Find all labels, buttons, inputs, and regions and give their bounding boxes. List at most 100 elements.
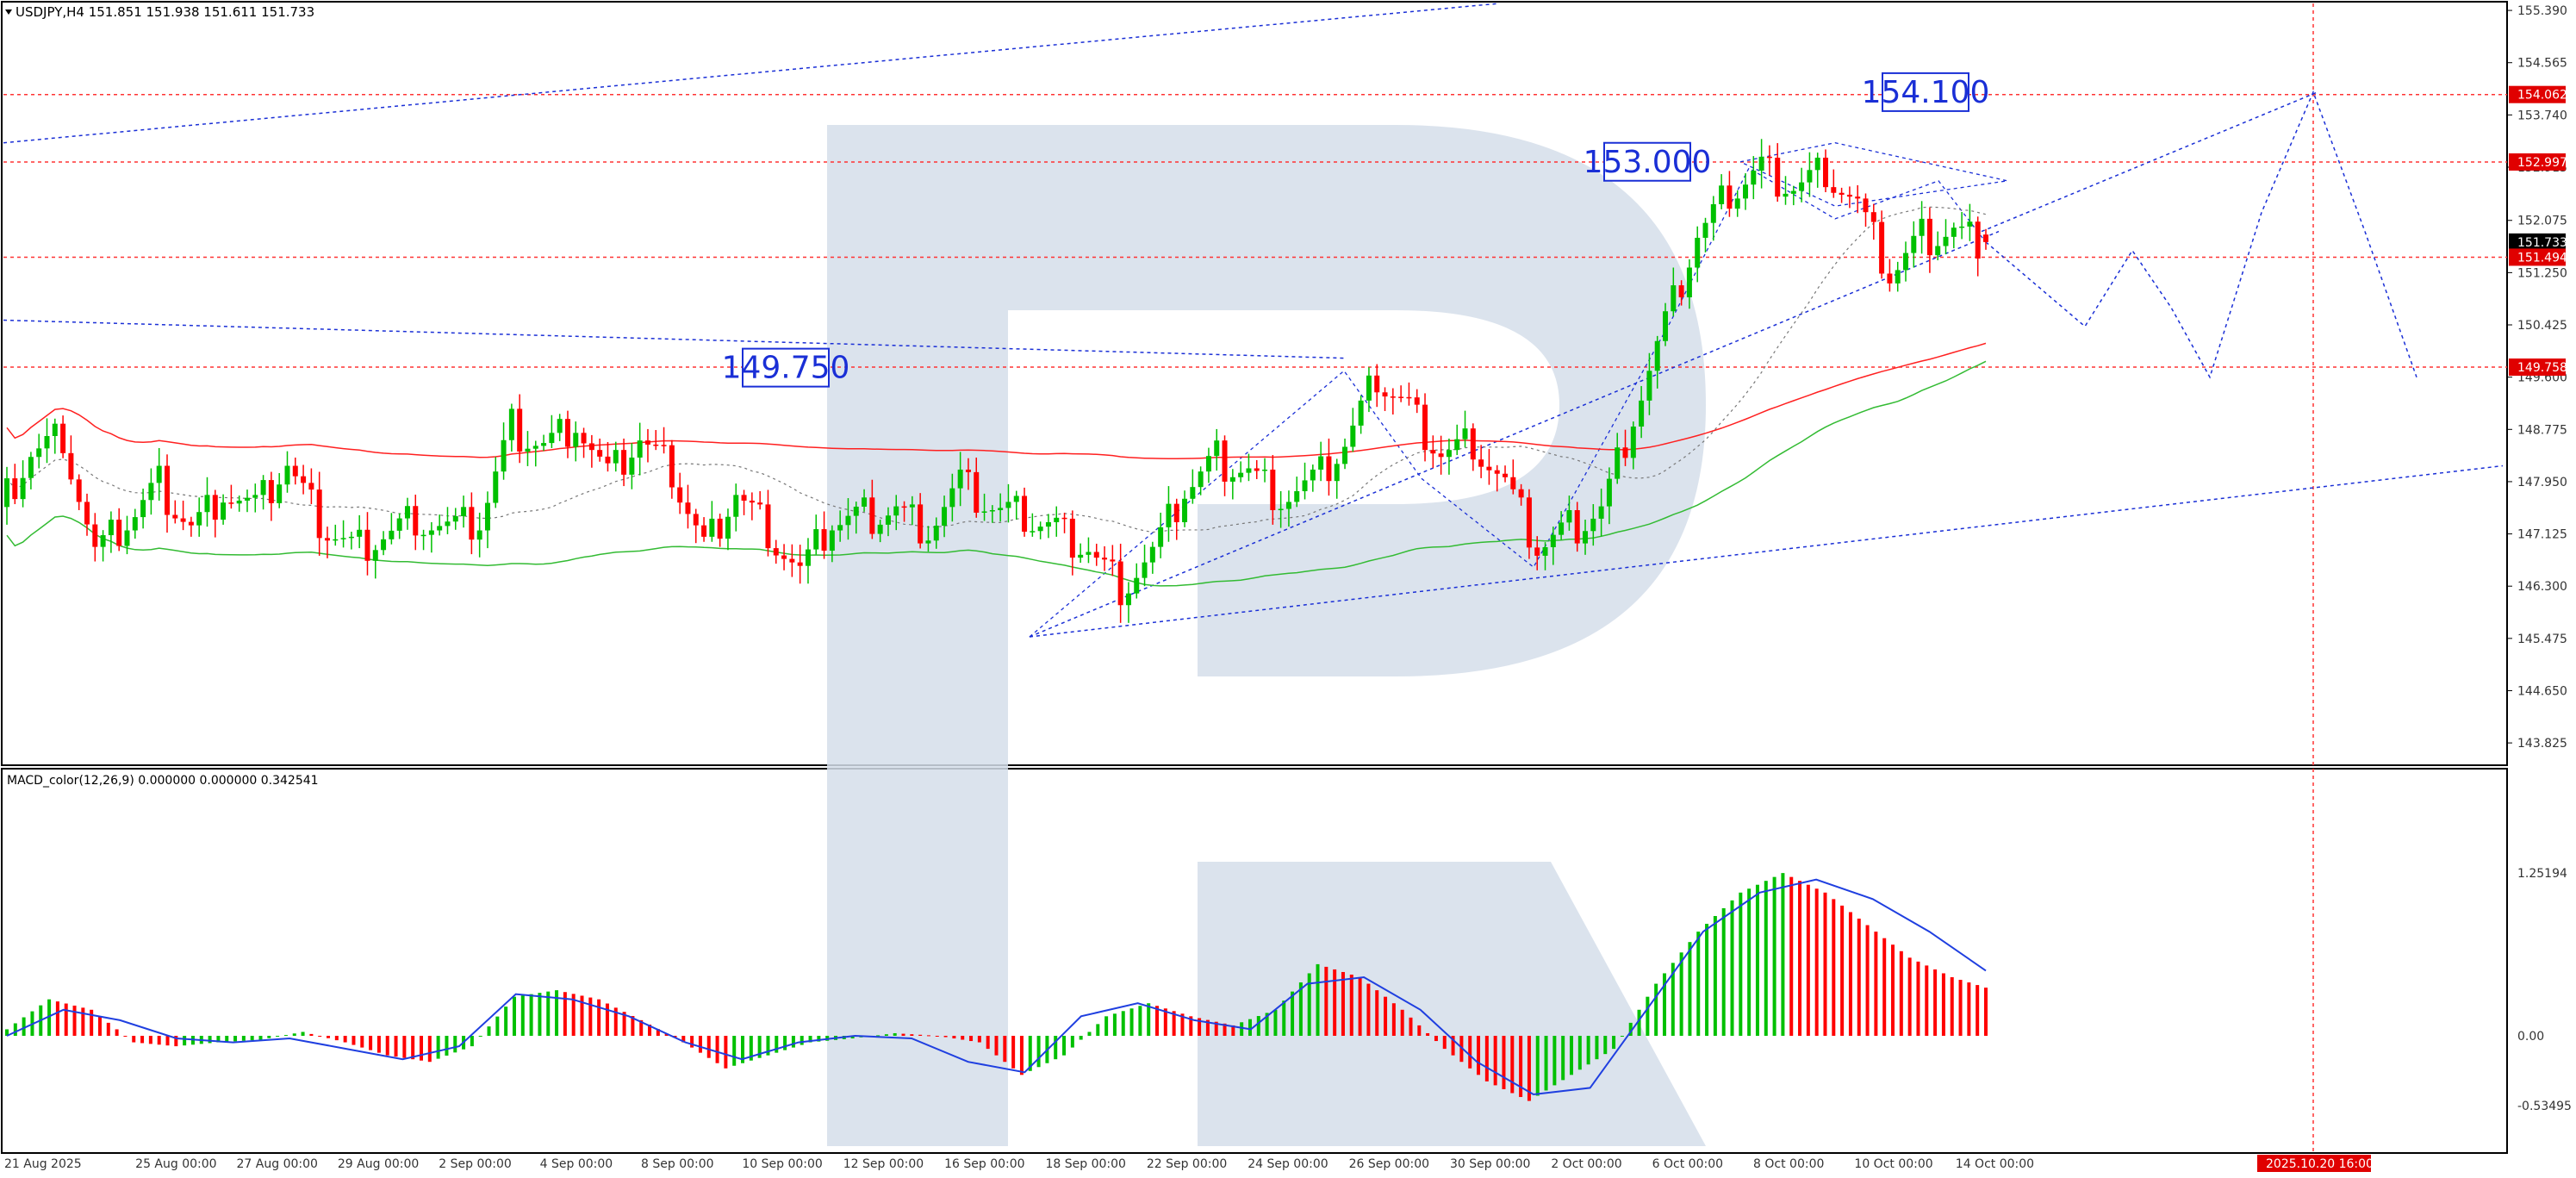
candle-body [277,484,283,503]
macd-bar [1967,982,1971,1036]
macd-bar [1848,912,1852,1036]
candle-body [797,562,803,566]
candle-body [180,518,186,522]
time-axis[interactable]: 21 Aug 2025 25 Aug 00:00 27 Aug 00:00 29 Au… [4,1155,2374,1172]
y-tick-label: 152.075 [2517,215,2567,228]
macd-bar [1316,963,1320,1036]
candle-body [1663,311,1669,341]
macd-bar [1163,1008,1167,1036]
macd-bar [563,992,567,1036]
candle-body [44,436,50,449]
collapse-arrow-icon[interactable] [5,9,12,15]
macd-bar [1333,969,1337,1036]
candle-body [605,456,611,464]
macd-bar [808,1036,812,1043]
macd-bar [1519,1036,1523,1098]
candle-body [20,477,26,500]
candle-body [172,514,178,519]
x-tick-label: 26 Sep 00:00 [1349,1157,1429,1171]
candle-body [100,535,106,547]
macd-bar [850,1036,855,1039]
candle-body [1967,221,1973,227]
candle-body [1646,371,1652,401]
triangle-pattern [1739,142,2008,207]
macd-axis[interactable]: 1.25194 0.00 -0.53495 [2517,867,2572,1113]
watermark-letter-r-leg [1198,862,1706,1146]
macd-bar [1713,915,1717,1036]
candle-body [1229,477,1235,482]
candle-body [862,497,868,507]
candle-body [188,521,194,526]
candle-body [52,423,58,437]
candle-body [1158,527,1164,547]
macd-bar [969,1036,974,1042]
y-tick-label: 148.775 [2517,423,2567,437]
candle-body [869,497,875,534]
candle-body [1054,517,1060,522]
candle-body [557,419,563,433]
forecast-path [1985,90,2417,379]
candle-body [1559,522,1565,535]
macd-bar [1019,1036,1024,1075]
macd-bar [884,1034,888,1036]
candle-body [92,524,98,547]
macd-bar [233,1036,238,1042]
candle-body [420,534,426,537]
x-tick-label: 22 Sep 00:00 [1147,1157,1227,1171]
macd-bar [757,1036,762,1058]
macd-bar [1147,1003,1151,1036]
macd-bar [961,1036,965,1040]
macd-bar [283,1035,288,1037]
candle-body [372,550,378,561]
macd-bar [334,1036,339,1041]
macd-bar [605,1003,609,1036]
annotation-box [1603,141,1691,182]
candle-body [1462,428,1468,439]
candle-body [1374,375,1380,393]
candle-body [1214,440,1220,457]
candle-body [1037,527,1043,532]
macd-bar [1502,1036,1506,1089]
time-marker-tag-label: 2025.10.20 16:00 [2266,1157,2374,1171]
macd-bar [817,1036,821,1042]
forecast-upper-line [1981,91,2318,233]
macd-bar [1079,1036,1083,1040]
rising-channel-line [1029,230,2000,638]
macd-bar [327,1036,331,1038]
price-tag-label: 149.758 [2517,361,2567,375]
macd-bar [1561,1036,1565,1081]
candle-body [1606,478,1612,507]
macd-bar [1231,1025,1235,1036]
macd-bar [1882,938,1887,1036]
macd-bar [1916,961,1920,1036]
macd-bar [1400,1009,1404,1036]
price-tag-label: 154.062 [2517,89,2567,103]
candle-body [701,525,707,537]
candle-body [1102,558,1108,560]
candle-body [1710,203,1716,223]
price-axis[interactable]: 155.390154.565153.740152.915152.075151.2… [2507,4,2567,751]
candle-body [581,433,587,444]
candle-body [965,469,971,472]
macd-bar [1180,1013,1185,1036]
candle-body [348,536,354,539]
candle-body [1342,446,1348,464]
candle-body [1839,192,1845,195]
macd-bar [1011,1036,1016,1069]
candle-body [1414,397,1420,405]
price-level-lines [3,3,2507,1151]
macd-bar [1933,969,1938,1036]
candle-body [805,549,811,566]
macd-bar [1806,884,1810,1036]
y-tick-label: 147.950 [2517,476,2567,489]
candle-body [60,423,66,453]
macd-bar [1205,1019,1210,1036]
macd-bar [1442,1036,1447,1050]
candle-body [653,444,659,446]
macd-bar [1477,1036,1481,1075]
candle-body [1870,212,1876,222]
candle-body [1566,510,1572,523]
moving-average-lines [6,206,1987,587]
